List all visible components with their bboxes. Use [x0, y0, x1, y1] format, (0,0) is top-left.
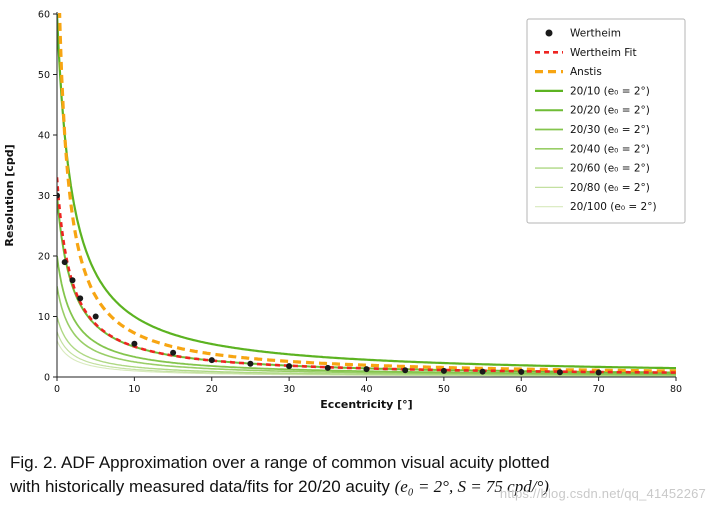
y-tick-label: 0 — [44, 373, 50, 384]
caption-math: (e₀ = 2°, S = 75 cpd/°) — [394, 477, 549, 496]
legend-label: 20/30 (e₀ = 2°) — [570, 124, 650, 136]
legend-item-20-40-e-2: 20/40 (e₀ = 2°) — [535, 143, 650, 155]
legend-marker-dot — [545, 29, 553, 37]
x-tick-label: 70 — [593, 384, 605, 395]
plot-area — [57, 13, 676, 377]
x-tick-label: 10 — [128, 384, 140, 395]
legend-label: 20/100 (e₀ = 2°) — [570, 201, 657, 213]
resolution-vs-eccentricity-chart: 0 10 20 30 40 50 60 70 80 0 10 20 30 40 50 60 Eccentrici… — [3, 10, 686, 411]
y-tick-label: 30 — [38, 191, 50, 202]
y-tick-label: 60 — [38, 10, 50, 21]
x-tick-label: 40 — [360, 384, 372, 395]
series-line-20-40-e-2 — [57, 286, 676, 376]
legend-item-20-20-e-2: 20/20 (e₀ = 2°) — [535, 105, 650, 117]
figure-caption: Fig. 2. ADF Approximation over a range o… — [10, 451, 550, 499]
legend-item-20-30-e-2: 20/30 (e₀ = 2°) — [535, 124, 650, 136]
series-scatter-wertheim — [57, 192, 602, 376]
legend-label: Anstis — [570, 66, 602, 78]
legend-item-anstis: Anstis — [535, 66, 602, 78]
x-tick-label: 60 — [515, 384, 527, 395]
series-line-20-60-e-2 — [57, 316, 676, 377]
x-tick-label: 80 — [670, 384, 682, 395]
caption-line2: with historically measured data/fits for… — [10, 477, 390, 496]
x-tick-label: 30 — [283, 384, 295, 395]
legend-label: 20/10 (e₀ = 2°) — [570, 85, 650, 97]
legend-label: Wertheim Fit — [570, 47, 637, 59]
caption-label: Fig. 2. — [10, 453, 58, 472]
y-tick-label: 20 — [38, 252, 50, 263]
watermark-url: https://blog.csdn.net/qq_41452267 — [499, 486, 706, 501]
series-line-anstis — [57, 13, 676, 373]
legend-label: 20/40 (e₀ = 2°) — [570, 143, 650, 155]
legend-item-20-80-e-2: 20/80 (e₀ = 2°) — [535, 182, 650, 194]
axis-ticks — [53, 13, 677, 381]
x-axis-label: Eccentricity [°] — [320, 398, 412, 411]
y-axis-label: Resolution [cpd] — [3, 144, 16, 246]
legend-label: 20/60 (e₀ = 2°) — [570, 163, 650, 175]
legend-label: 20/80 (e₀ = 2°) — [570, 182, 650, 194]
legend-item-wertheim-fit: Wertheim Fit — [535, 47, 637, 59]
legend-item-wertheim: Wertheim — [545, 28, 621, 40]
legend-item-20-60-e-2: 20/60 (e₀ = 2°) — [535, 163, 650, 175]
tick-labels: 0 10 20 30 40 50 60 70 80 0 10 20 30 40 50 60 — [38, 10, 682, 396]
series-line-20-30-e-2 — [57, 255, 676, 375]
series-line-20-10-e-2 — [57, 13, 676, 370]
x-tick-label: 50 — [438, 384, 450, 395]
legend-item-20-100-e-2: 20/100 (e₀ = 2°) — [535, 201, 657, 213]
x-tick-label: 20 — [206, 384, 218, 395]
y-tick-label: 40 — [38, 131, 50, 142]
legend-label: 20/20 (e₀ = 2°) — [570, 105, 650, 117]
legend-label: Wertheim — [570, 28, 621, 40]
caption-line1: ADF Approximation over a range of common… — [61, 453, 550, 472]
legend: Wertheim Wertheim Fit Anstis 20/10 (e₀ = 2°… — [526, 18, 686, 224]
y-tick-label: 10 — [38, 312, 50, 323]
x-tick-label: 0 — [54, 384, 60, 395]
y-tick-label: 50 — [38, 70, 50, 81]
legend-item-20-10-e-2: 20/10 (e₀ = 2°) — [535, 85, 650, 97]
